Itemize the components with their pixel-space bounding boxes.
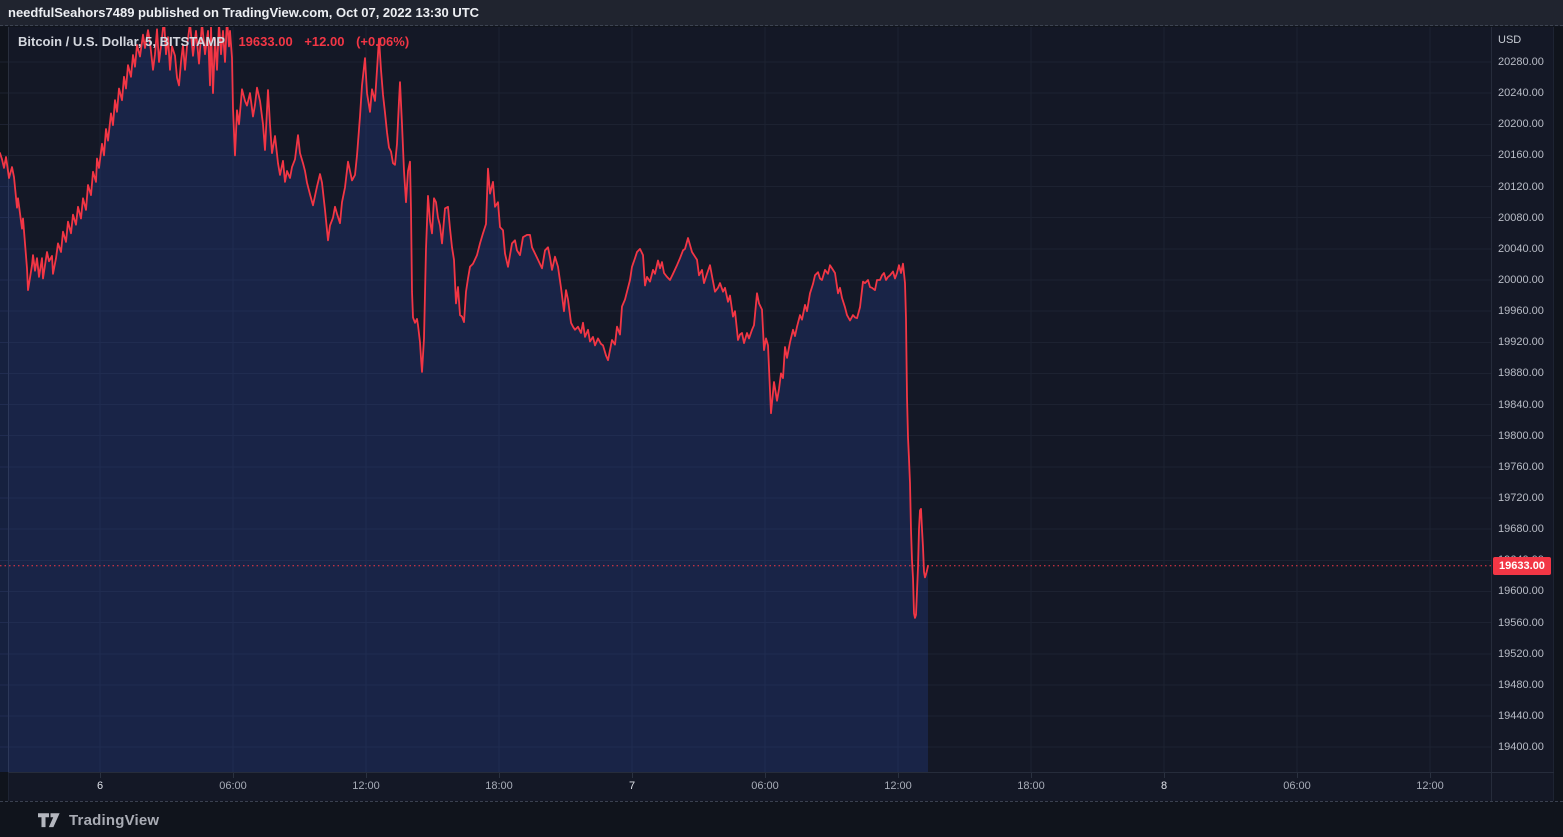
published-line: needfulSeahors7489 published on TradingV… [8, 5, 480, 20]
time-axis-label: 06:00 [1283, 780, 1311, 792]
price-axis-label: 19880.00 [1498, 367, 1544, 380]
price-axis-label: 19720.00 [1498, 492, 1544, 505]
price-axis-label: 20040.00 [1498, 242, 1544, 255]
current-price-badge: 19633.00 [1493, 556, 1551, 575]
price-axis-label: 20000.00 [1498, 274, 1544, 286]
price-axis-label: 19520.00 [1498, 647, 1544, 660]
price-axis-label: 20200.00 [1498, 118, 1544, 131]
price-axis[interactable]: USD 20280.00 20240.00 20200.00 20160.00 2012… [1491, 27, 1554, 801]
legend-last-price: 19633.00 [238, 34, 293, 49]
time-tick-mark [499, 773, 500, 778]
time-axis-label: 06:00 [219, 780, 247, 792]
price-axis-label: 19840.00 [1498, 398, 1544, 411]
time-axis-label: 12:00 [1416, 780, 1444, 792]
time-tick-mark [765, 773, 766, 778]
price-axis-label: 19960.00 [1498, 305, 1544, 318]
price-axis-label: 20240.00 [1498, 87, 1544, 100]
time-axis-label: 12:00 [884, 780, 912, 792]
price-axis-label: 19600.00 [1498, 585, 1544, 598]
legend-change: +12.00 [304, 34, 345, 49]
time-axis-label: 18:00 [1017, 780, 1045, 792]
price-area-fill [0, 27, 928, 772]
time-tick-mark [100, 773, 101, 778]
footer-bar: TradingView [0, 801, 1563, 837]
time-tick-mark [1031, 773, 1032, 778]
time-tick-mark [898, 773, 899, 778]
chart-legend: Bitcoin / U.S. Dollar, 5, BITSTAMP 19633… [18, 34, 409, 54]
time-tick-mark [1164, 773, 1165, 778]
time-tick-mark [366, 773, 367, 778]
price-axis-label: 19920.00 [1498, 336, 1544, 349]
price-axis-label: 20080.00 [1498, 211, 1544, 224]
chart-pane [8, 27, 1554, 801]
time-axis-label: 8 [1160, 780, 1168, 792]
time-axis-label: 06:00 [751, 780, 779, 792]
time-tick-mark [1430, 773, 1431, 778]
tradingview-link[interactable]: TradingView [38, 810, 159, 830]
price-axis-label: 20120.00 [1498, 180, 1544, 193]
time-axis-label: 18:00 [485, 780, 513, 792]
price-chart[interactable] [0, 27, 1491, 772]
price-line [0, 27, 929, 619]
price-axis-label: 19760.00 [1498, 460, 1544, 473]
price-axis-label: 19800.00 [1498, 429, 1544, 442]
price-axis-label: 20280.00 [1498, 56, 1544, 68]
price-axis-label: 19400.00 [1498, 741, 1544, 754]
time-axis-label: 6 [96, 780, 104, 792]
time-axis-label: 12:00 [352, 780, 380, 792]
time-tick-mark [233, 773, 234, 778]
price-axis-label: 19440.00 [1498, 710, 1544, 723]
price-axis-label: 20160.00 [1498, 149, 1544, 162]
time-tick-mark [632, 773, 633, 778]
time-axis[interactable]: 6 06:00 12:00 18:00 7 06:00 12:00 18:00 8 06:00 12… [8, 772, 1554, 801]
price-axis-label: 19480.00 [1498, 678, 1544, 691]
legend-change-percent: (+0.06%) [356, 34, 410, 49]
time-axis-label: 7 [628, 780, 636, 792]
time-tick-mark [1297, 773, 1298, 778]
footer-brand: TradingView [69, 811, 160, 829]
attribution-bar: needfulSeahors7489 published on TradingV… [0, 0, 1563, 26]
symbol-title: Bitcoin / U.S. Dollar, 5, BITSTAMP [18, 34, 225, 49]
currency-unit-label: USD [1498, 34, 1522, 46]
price-axis-label: 19560.00 [1498, 616, 1544, 629]
tradingview-logo-icon [38, 812, 60, 827]
price-axis-label: 19680.00 [1498, 523, 1544, 536]
